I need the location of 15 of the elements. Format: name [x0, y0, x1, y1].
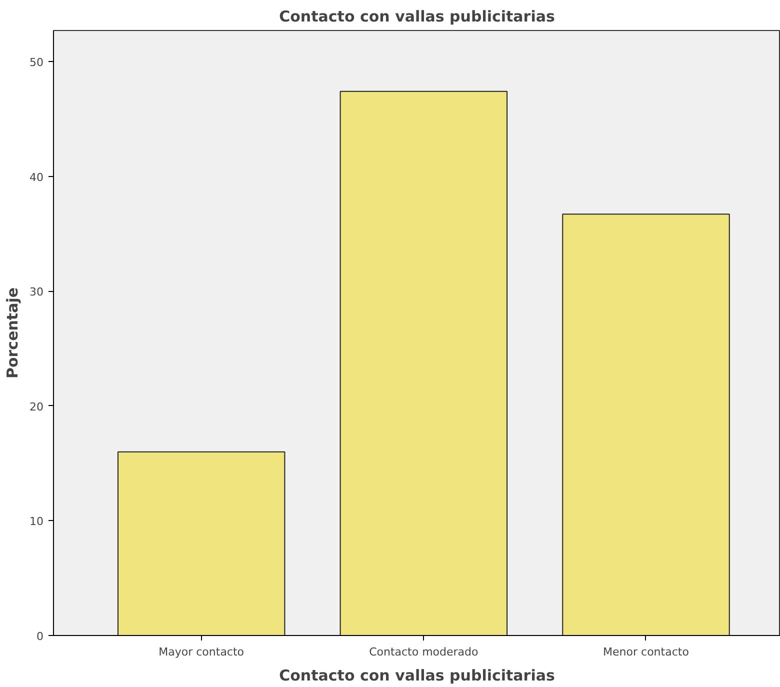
x-tick-label: Menor contacto — [603, 646, 690, 658]
x-tick-label: Contacto moderado — [369, 646, 479, 658]
y-tick-label: 0 — [36, 630, 44, 643]
y-axis-title: Porcentaje — [4, 287, 22, 379]
y-tick-label: 30 — [30, 286, 44, 299]
x-axis-title: Contacto con vallas publicitarias — [279, 666, 555, 684]
y-tick-label: 20 — [30, 400, 44, 414]
chart-title: Contacto con vallas publicitarias — [279, 8, 555, 26]
bar — [562, 214, 730, 636]
y-tick-label: 50 — [30, 56, 44, 69]
bar — [340, 90, 508, 636]
y-tick-label: 10 — [30, 515, 44, 528]
bar — [117, 451, 286, 636]
y-tick-label: 40 — [30, 170, 44, 184]
x-tick-label: Mayor contacto — [158, 646, 244, 658]
